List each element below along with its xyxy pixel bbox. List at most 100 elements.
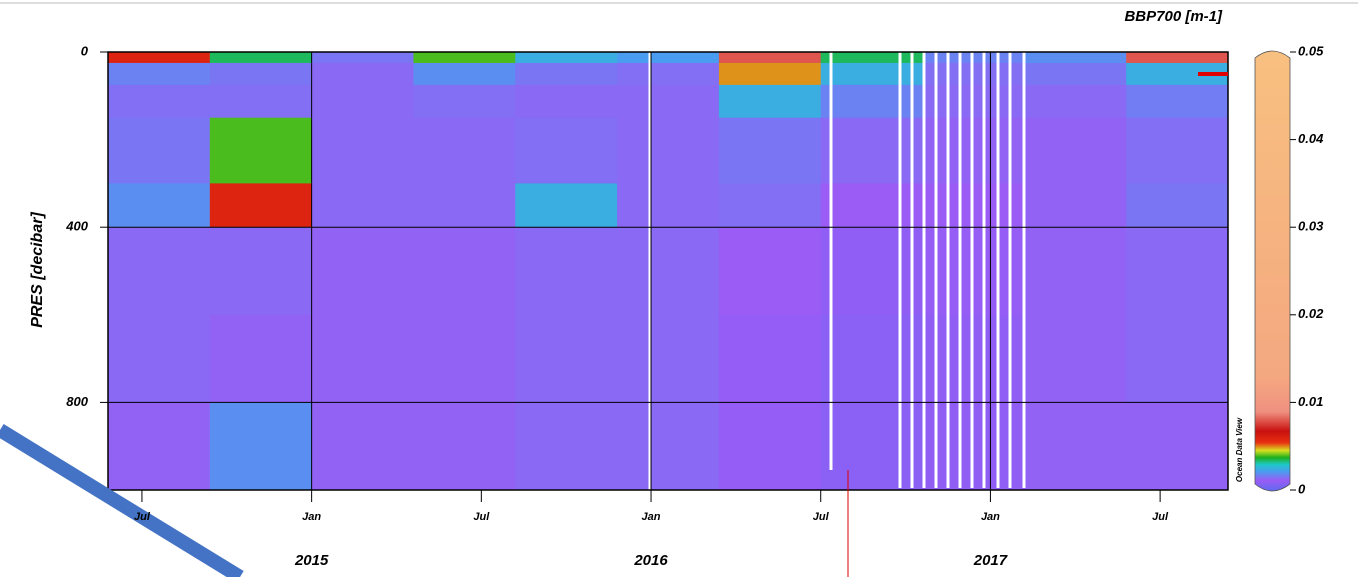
heatmap-cell	[1024, 183, 1127, 228]
heatmap-cell	[718, 117, 822, 184]
x-tick-label: Jul	[134, 511, 151, 523]
heatmap-cell	[311, 183, 414, 228]
heatmap-cell	[718, 402, 822, 491]
colorbar-tick-label: 0.01	[1298, 394, 1323, 409]
heatmap-cell	[617, 314, 720, 403]
colorbar-tick-label: 0.04	[1298, 131, 1324, 146]
heatmap-cell	[1024, 62, 1127, 86]
heatmap-cell	[311, 227, 414, 316]
heatmap-cell	[922, 227, 1025, 316]
heatmap-cell	[1024, 227, 1127, 316]
heatmap-cell	[1024, 84, 1127, 119]
heatmap-cell	[209, 183, 313, 228]
heatmap-cell	[617, 402, 720, 491]
y-tick-label: 800	[66, 394, 88, 409]
colorbar-tick-label: 0	[1298, 481, 1306, 496]
y-tick-label: 400	[65, 219, 88, 234]
x-tick-label: Jul	[1152, 511, 1169, 523]
heatmap-cell	[820, 227, 924, 316]
x-tick-label: Jan	[642, 511, 661, 523]
heatmap-cell	[413, 117, 516, 184]
heatmap-cell	[718, 183, 822, 228]
heatmap-cell	[1126, 117, 1229, 184]
heatmap-cell	[108, 227, 211, 316]
heatmap-cell	[209, 402, 313, 491]
heatmap-cell	[515, 84, 618, 119]
heatmap-cell	[108, 402, 211, 491]
heatmap-cell	[1024, 314, 1127, 403]
year-label: 2017	[973, 552, 1008, 569]
heatmap-cell	[1126, 84, 1229, 119]
heatmap-cell	[1126, 402, 1229, 491]
heatmap-cell	[311, 84, 414, 119]
watermark: Ocean Data View	[1235, 417, 1244, 482]
heatmap-cell	[413, 314, 516, 403]
heatmap-cell	[922, 52, 1025, 64]
heatmap-cell	[413, 402, 516, 491]
annotation-stroke	[0, 424, 244, 577]
heatmap-cell	[209, 62, 313, 86]
heatmap-cell	[617, 62, 720, 86]
heatmap-cell	[1024, 117, 1127, 184]
colorbar-tick-label: 0.05	[1298, 43, 1324, 58]
heatmap-cell	[617, 117, 720, 184]
heatmap-cell	[515, 62, 618, 86]
heatmap-cell	[718, 52, 822, 64]
heatmap-cell	[1126, 314, 1229, 403]
heatmap-cell	[617, 227, 720, 316]
heatmap-cell	[718, 84, 822, 119]
y-tick-label: 0	[81, 43, 89, 58]
heatmap-cell	[311, 117, 414, 184]
heatmap-cell	[515, 117, 618, 184]
data-gaps	[648, 52, 1026, 490]
heatmap-cell	[1126, 52, 1229, 64]
x-tick-label: Jan	[302, 511, 321, 523]
heatmap-cell	[922, 402, 1025, 491]
heatmap-cell	[1126, 227, 1229, 316]
colorbar-tick-label: 0.03	[1298, 219, 1324, 234]
heatmap-cell	[108, 52, 211, 64]
heatmap-cell	[922, 117, 1025, 184]
heatmap-cell	[820, 84, 924, 119]
heatmap-cell	[922, 84, 1025, 119]
x-tick-label: Jan	[981, 511, 1000, 523]
heatmap-cell	[515, 183, 618, 228]
heatmap-cell	[820, 402, 924, 491]
heatmap-cell	[820, 117, 924, 184]
heatmap-cell	[108, 183, 211, 228]
heatmap-cell	[311, 314, 414, 403]
heatmap-cell	[718, 62, 822, 86]
heatmap-cell	[311, 62, 414, 86]
heatmap-cell	[209, 84, 313, 119]
heatmap-cell	[311, 402, 414, 491]
heatmap-cell	[922, 314, 1025, 403]
heatmap-cell	[209, 227, 313, 316]
heatmap-cell	[515, 227, 618, 316]
heatmap-cell	[515, 314, 618, 403]
heatmap-cell	[617, 183, 720, 228]
colorbar-title: BBP700 [m-1]	[1124, 8, 1223, 25]
x-tick-label: Jul	[813, 511, 830, 523]
heatmap-cell	[1126, 62, 1229, 86]
heatmap-cell	[413, 84, 516, 119]
heatmap-cell	[209, 52, 313, 64]
heatmap-cell	[718, 227, 822, 316]
heatmap-cell	[209, 314, 313, 403]
heatmap-cell	[515, 52, 618, 64]
heatmap-cell	[413, 62, 516, 86]
heatmap-cell	[311, 52, 414, 64]
heatmap-cell	[820, 52, 924, 64]
colorbar-tick-label: 0.02	[1298, 306, 1324, 321]
colorbar	[1254, 50, 1291, 492]
heatmap-cell	[1024, 402, 1127, 491]
heatmap-cell	[617, 84, 720, 119]
heatmap-cell	[1024, 52, 1127, 64]
year-label: 2015	[294, 552, 329, 569]
heatmap-cell	[515, 402, 618, 491]
heatmap-cell	[820, 62, 924, 86]
heatmap-cell	[108, 314, 211, 403]
heatmap-cell	[209, 117, 313, 184]
heatmap-cell	[1126, 183, 1229, 228]
heatmap-cell	[413, 52, 516, 64]
